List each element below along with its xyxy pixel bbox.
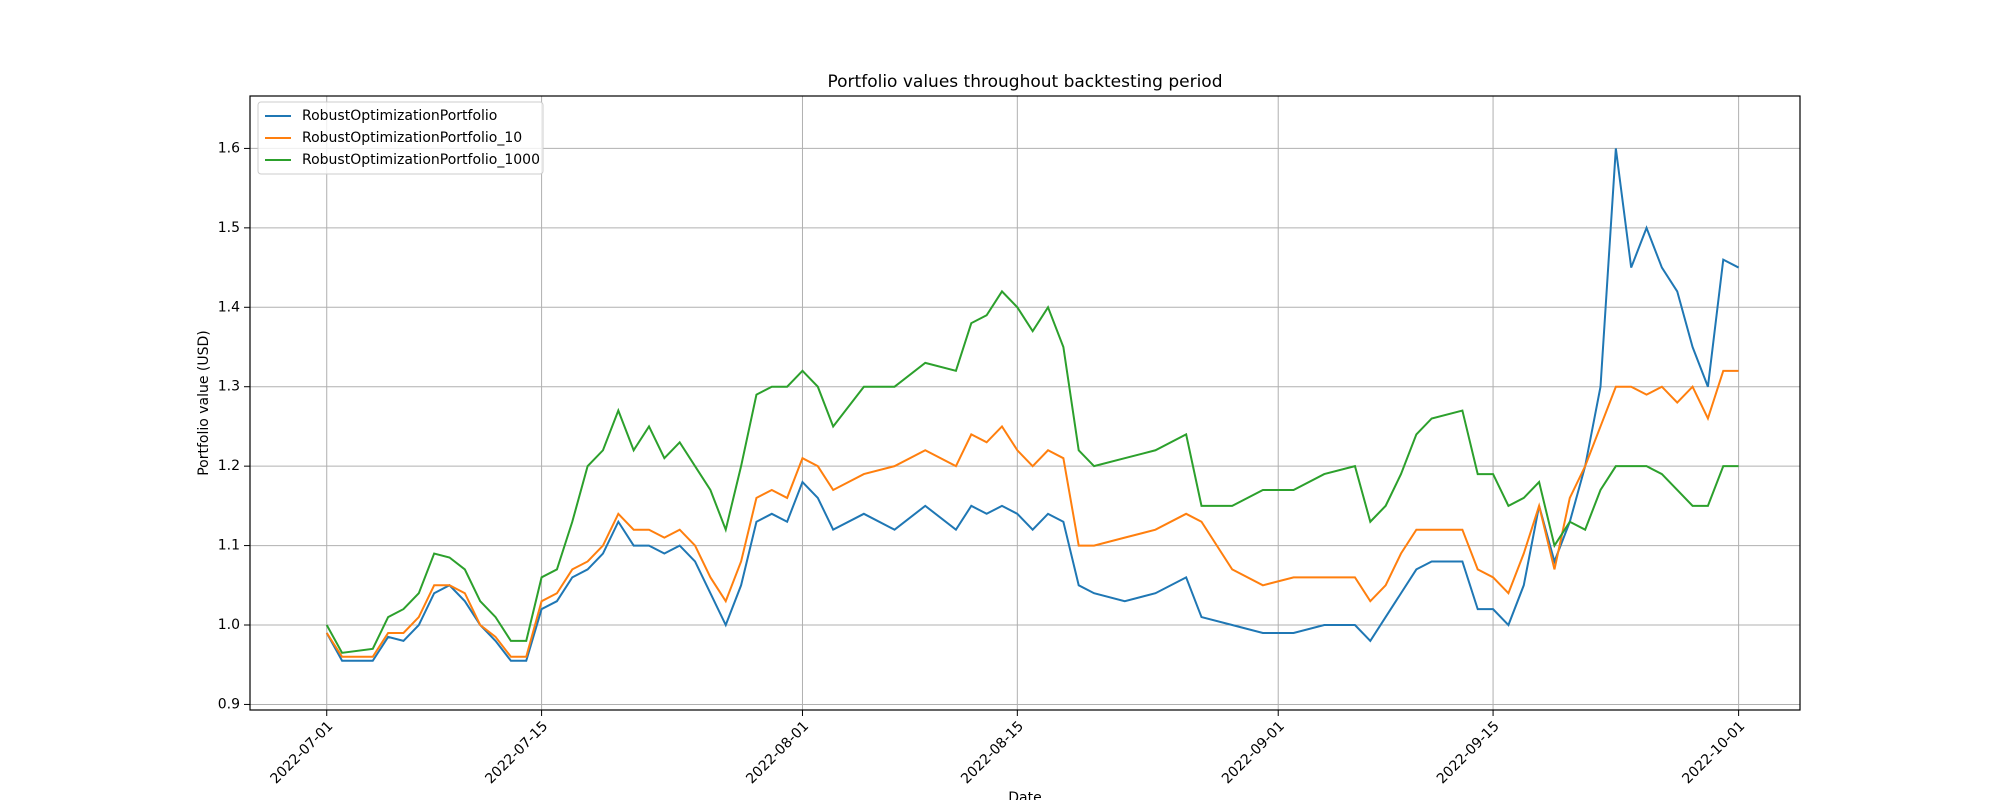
legend-label: RobustOptimizationPortfolio_10 xyxy=(302,130,522,146)
x-tick-label: 2022-07-01 xyxy=(268,718,337,787)
y-tick-label: 1.1 xyxy=(218,538,240,554)
x-tick-label: 2022-07-15 xyxy=(482,718,551,787)
y-tick-label: 1.0 xyxy=(218,617,240,633)
x-tick-label: 2022-10-01 xyxy=(1679,718,1748,787)
x-tick-label: 2022-09-15 xyxy=(1434,718,1503,787)
legend-label: RobustOptimizationPortfolio xyxy=(302,108,497,124)
y-tick-label: 1.4 xyxy=(218,299,240,315)
legend-label: RobustOptimizationPortfolio_1000 xyxy=(302,152,540,168)
x-tick-label: 2022-08-01 xyxy=(743,718,812,787)
series-line xyxy=(325,148,1740,662)
y-tick-label: 0.9 xyxy=(218,696,240,712)
x-tick-label: 2022-08-15 xyxy=(958,718,1027,787)
legend-box xyxy=(257,101,544,175)
series-line xyxy=(325,289,1739,654)
y-axis-label: Portfolio value (USD) xyxy=(196,330,212,476)
y-tick-label: 1.3 xyxy=(218,379,240,395)
chart-title: Portfolio values throughout backtesting … xyxy=(828,72,1223,92)
y-tick-label: 1.6 xyxy=(218,140,240,156)
x-tick-label: 2022-09-01 xyxy=(1219,718,1288,787)
plot-frame xyxy=(249,95,1801,711)
series-line xyxy=(325,369,1739,658)
y-tick-label: 1.5 xyxy=(218,220,240,236)
y-tick-label: 1.2 xyxy=(218,458,240,474)
x-axis-label: Date xyxy=(1008,790,1041,800)
